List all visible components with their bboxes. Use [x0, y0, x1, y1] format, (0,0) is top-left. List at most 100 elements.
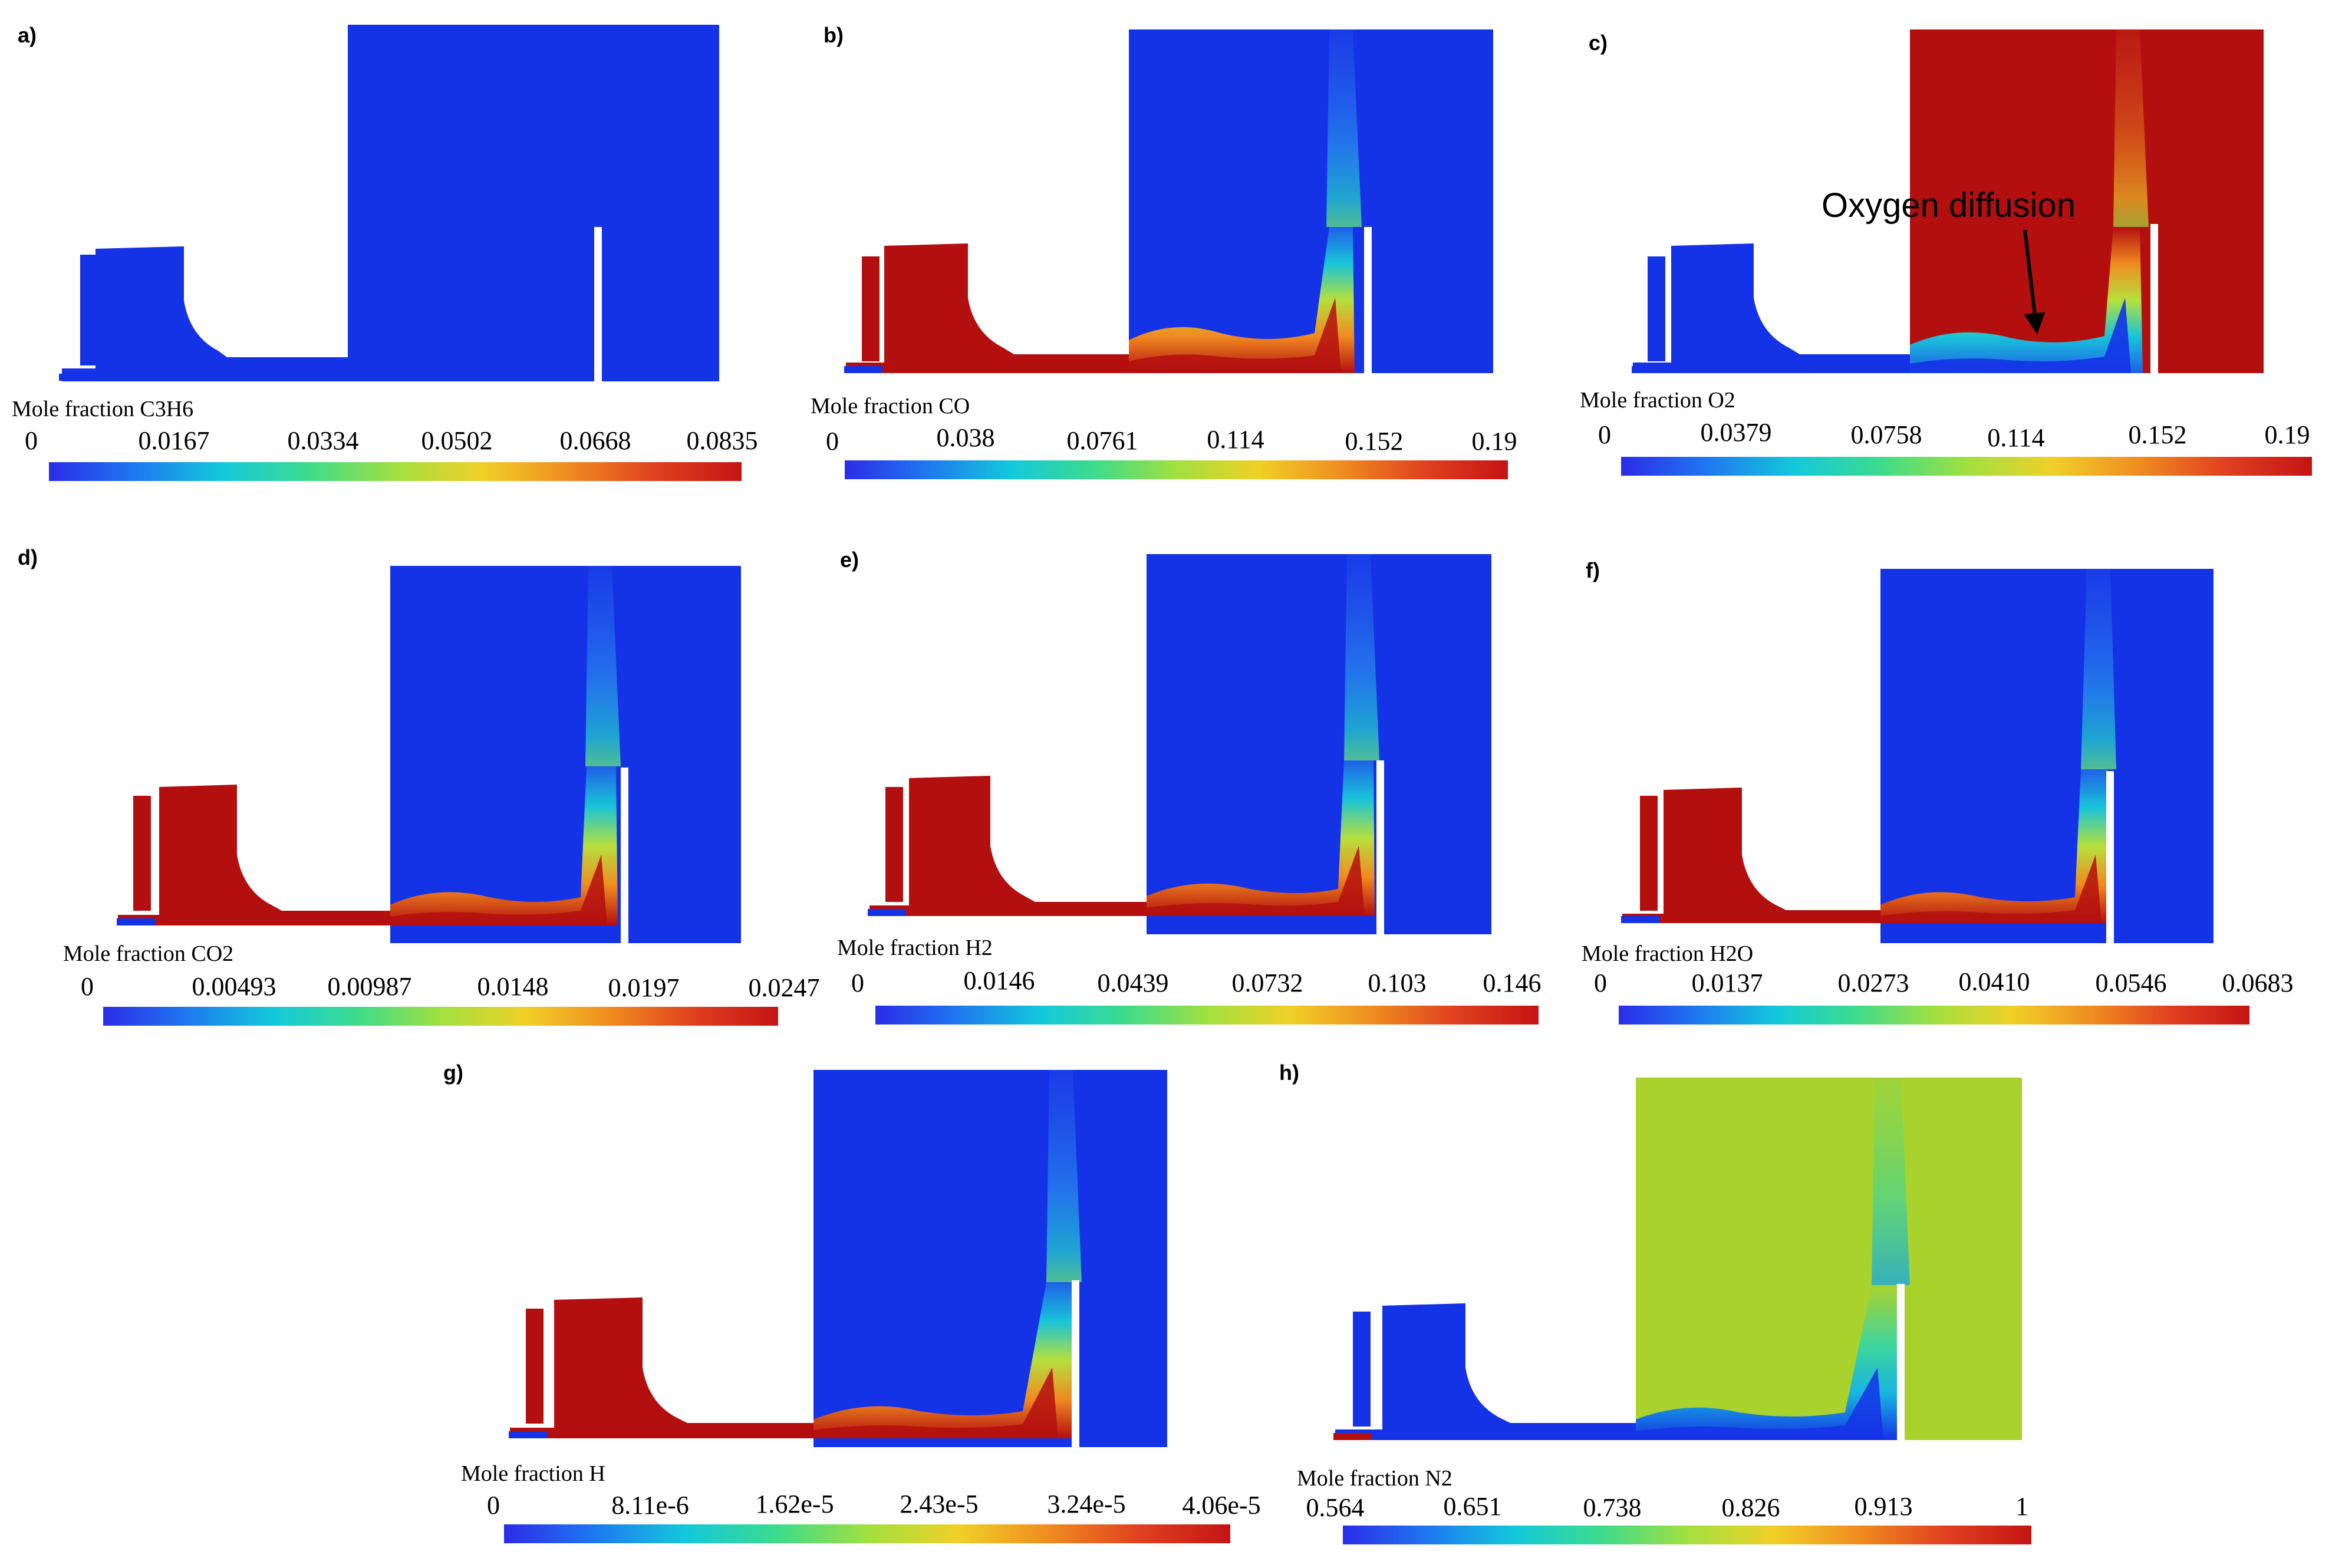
colorbar — [1621, 457, 2312, 476]
hot-zone — [813, 1368, 1058, 1438]
tick-1: 0.651 — [1444, 1492, 1502, 1521]
plume — [1326, 29, 1362, 227]
tick-5: 0.0835 — [687, 426, 758, 455]
upper-chamber — [1147, 554, 1491, 934]
colorbar-ticks: 0 0.0379 0.0758 0.114 0.152 0.19 — [1598, 418, 2310, 452]
tick-3: 0.0732 — [1232, 969, 1303, 997]
tick-1: 0.0379 — [1701, 418, 1772, 447]
separator-wall — [621, 767, 628, 943]
plume — [2081, 569, 2116, 769]
tick-2: 1.62e-5 — [755, 1490, 834, 1518]
inlet-pipe — [1632, 366, 1670, 373]
colorbar-ticks: 0 0.00493 0.00987 0.0148 0.0197 0.0247 — [81, 972, 820, 1002]
tick-2: 0.00987 — [328, 972, 412, 1001]
flame-holder — [80, 255, 98, 365]
flame-holder — [885, 787, 903, 902]
tick-3: 0.0502 — [421, 426, 493, 455]
colorbar-ticks: 0.564 0.651 0.738 0.826 0.913 1 — [1306, 1492, 2029, 1522]
plume — [1344, 554, 1379, 760]
colorbar — [1619, 1006, 2249, 1025]
flow-channel — [1335, 1303, 1636, 1440]
colorbar-ticks: 0 0.0167 0.0334 0.0502 0.0668 0.0835 — [25, 426, 758, 455]
inlet-pipe — [509, 1431, 547, 1438]
fuel-zone — [1910, 298, 2131, 373]
panel-f: f) Mole fraction H2O 0 0.0137 0.0273 0.0… — [1582, 558, 2294, 1025]
flow-channel — [1633, 243, 1910, 373]
tick-1: 0.038 — [937, 423, 995, 452]
separator-wall — [2150, 224, 2158, 373]
tick-0: 0 — [81, 972, 94, 1001]
colorbar-title: Mole fraction N2 — [1297, 1466, 1452, 1491]
tick-0: 0 — [826, 427, 839, 456]
flow-channel — [62, 246, 348, 381]
tick-0: 0 — [851, 969, 864, 997]
upper-chamber — [1636, 1078, 2022, 1440]
colorbar — [504, 1524, 1230, 1543]
upper-chamber — [1910, 29, 2264, 373]
domain-e — [868, 554, 1491, 934]
domain-c: Oxygen diffusion — [1632, 29, 2264, 373]
colorbar-ticks: 0 0.038 0.0761 0.114 0.152 0.19 — [826, 423, 1517, 456]
panel-h: h) Mole fraction N2 0.564 0.651 0.738 0.… — [1279, 1060, 2031, 1544]
inlet-pipe — [59, 374, 100, 381]
colorbar-title: Mole fraction CO2 — [63, 941, 233, 966]
flame-holder — [862, 256, 880, 361]
tick-1: 8.11e-6 — [611, 1491, 689, 1520]
hot-zone — [1129, 298, 1341, 373]
colorbar-ticks: 0 0.0137 0.0273 0.0410 0.0546 0.0683 — [1594, 967, 2294, 997]
tick-1: 0.0137 — [1692, 969, 1763, 997]
panel-label: d) — [18, 545, 38, 569]
tick-4: 0.913 — [1855, 1492, 1913, 1521]
fuel-zone — [1636, 1368, 1883, 1440]
plume — [2113, 29, 2149, 227]
colorbar — [49, 462, 742, 481]
tick-5: 0.146 — [1483, 969, 1542, 997]
inlet-pipe — [844, 366, 882, 373]
panel-e: e) Mole fraction H2 0 0.0146 0.0439 0.07… — [837, 548, 1542, 1025]
colorbar-title: Mole fraction CO — [811, 394, 970, 419]
flame-holder — [133, 796, 151, 911]
panel-b: b) Mole fraction CO 0 0.038 0.0761 0.114… — [811, 23, 1517, 479]
panel-label: f) — [1586, 558, 1600, 582]
panel-d: d) Mole fraction CO2 0 0.00493 0.00987 0… — [18, 545, 820, 1026]
tick-2: 0.0439 — [1098, 969, 1169, 997]
hot-zone — [1147, 846, 1365, 916]
panel-label: e) — [840, 548, 859, 572]
hot-zone — [1880, 855, 2102, 923]
tick-2: 0.738 — [1583, 1493, 1642, 1522]
panel-g: g) Mole fraction H 0 8.11e-6 1.62e-5 2.4… — [443, 1060, 1261, 1543]
flow-channel — [118, 785, 390, 925]
inlet-pipe — [868, 909, 906, 916]
tick-1: 0.00493 — [192, 972, 276, 1001]
tick-2: 0.0758 — [1851, 420, 1922, 449]
colorbar-ticks: 0 8.11e-6 1.62e-5 2.43e-5 3.24e-5 4.06e-… — [487, 1490, 1261, 1520]
upper-chamber — [390, 566, 741, 943]
colorbar-title: Mole fraction H2O — [1582, 941, 1753, 966]
tick-3: 0.826 — [1722, 1493, 1780, 1522]
tick-3: 0.114 — [1207, 425, 1264, 454]
domain-f — [1621, 569, 2214, 943]
tick-4: 0.152 — [2129, 420, 2187, 449]
tick-0: 0 — [1594, 969, 1607, 997]
plume — [1046, 1070, 1082, 1282]
domain-d — [117, 566, 741, 943]
tick-3: 0.114 — [1987, 423, 2044, 452]
tick-0: 0.564 — [1306, 1493, 1365, 1522]
tick-0: 0 — [1598, 420, 1611, 449]
tick-1: 0.0146 — [964, 966, 1035, 995]
upper-chamber — [348, 25, 719, 381]
panel-label: g) — [443, 1060, 463, 1085]
oxygen-diffusion-label: Oxygen diffusion — [1822, 186, 2076, 225]
tick-4: 0.152 — [1345, 427, 1404, 456]
flame-holder — [526, 1309, 544, 1424]
colorbar — [103, 1007, 778, 1026]
separator-wall — [2106, 771, 2114, 943]
domain-b — [844, 29, 1493, 373]
tick-5: 1 — [2015, 1492, 2028, 1521]
separator-wall — [594, 227, 602, 381]
colorbar-title: Mole fraction C3H6 — [12, 397, 193, 421]
upper-chamber — [1129, 29, 1493, 373]
panel-c: c) Oxygen diffusion Mole fraction O2 0 0… — [1580, 29, 2312, 476]
tick-2: 0.0761 — [1067, 426, 1138, 455]
flow-channel — [510, 1297, 813, 1438]
